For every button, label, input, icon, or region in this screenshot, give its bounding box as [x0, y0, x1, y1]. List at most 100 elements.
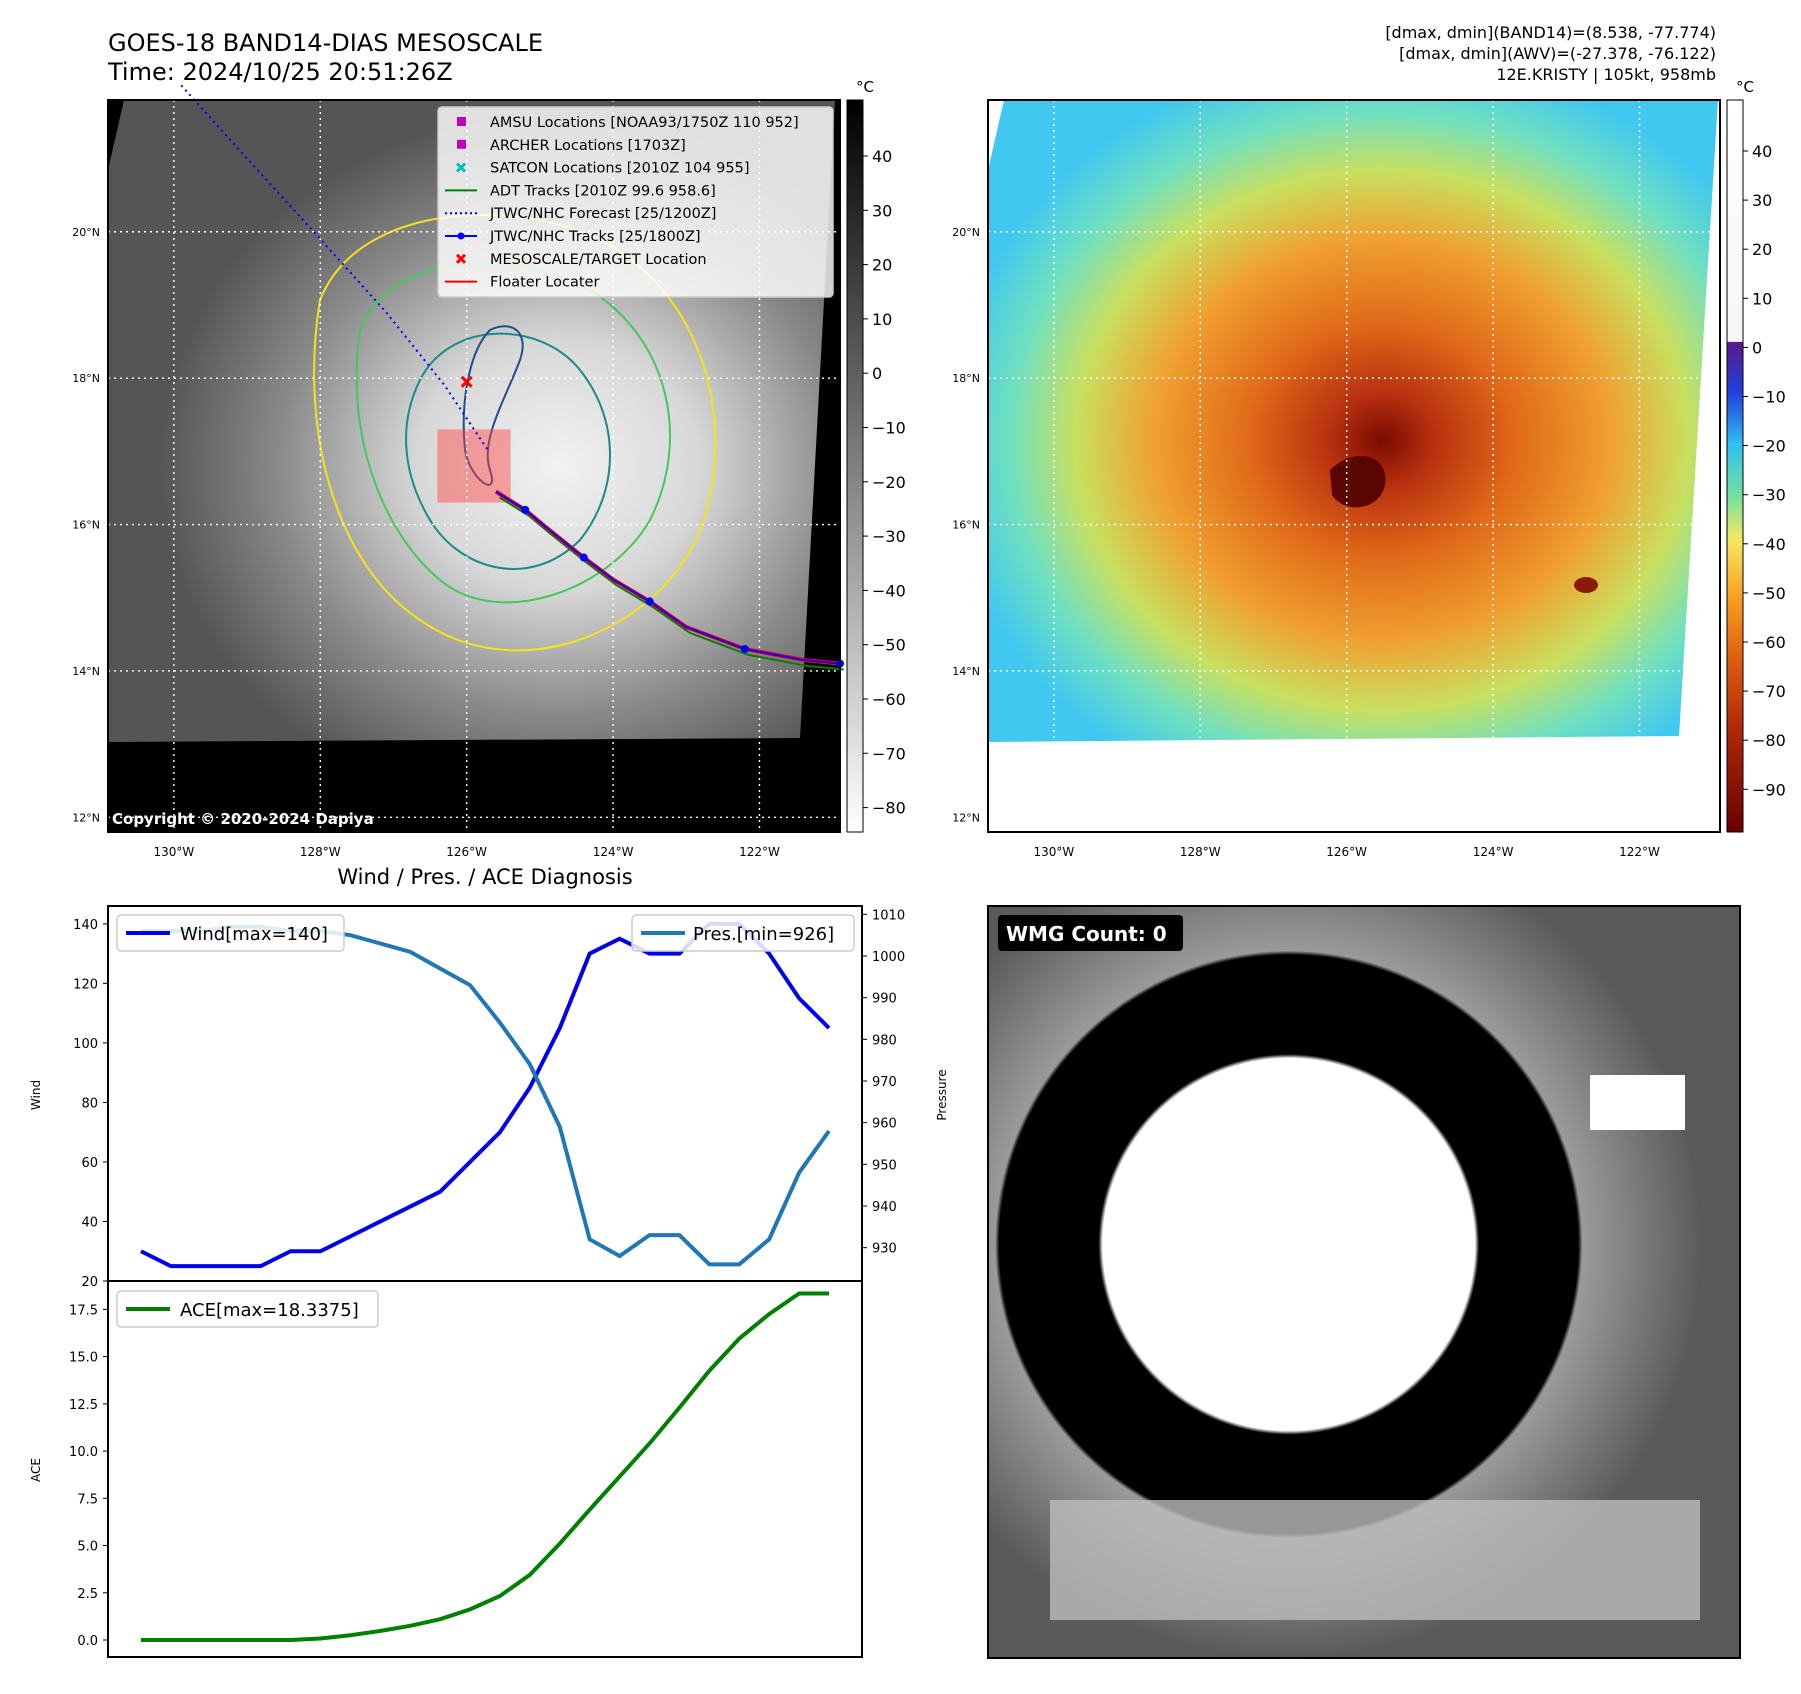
wmg-label-box	[998, 915, 1183, 951]
legend-label: Floater Locater	[490, 275, 599, 291]
colorbar-tick-label: −60	[872, 690, 906, 709]
lon-tick-label: 124°W	[1473, 845, 1514, 859]
colorbar-tick-label: 30	[1752, 191, 1772, 210]
legend-label: ARCHER Locations [1703Z]	[490, 138, 686, 154]
awv-image-swath	[988, 100, 1718, 742]
colorbar-tick-label: 10	[1752, 289, 1772, 308]
ace-tick-label: 2.5	[77, 1587, 98, 1602]
legend-label: AMSU Locations [NOAA93/1750Z 110 952]	[490, 115, 799, 131]
floater-box	[437, 429, 511, 503]
ace-tick-label: 0.0	[77, 1634, 98, 1649]
colorbar-tick-label: −70	[872, 744, 906, 763]
lon-tick-label: 126°W	[1326, 845, 1367, 859]
legend-entry: ARCHER Locations [1703Z]	[457, 138, 686, 154]
wmg-count-label: WMG Count: 0	[1006, 922, 1167, 946]
legend-entry: AMSU Locations [NOAA93/1750Z 110 952]	[457, 115, 799, 131]
mesoscale-target-marker	[460, 375, 473, 388]
page-title: GOES-18 BAND14-DIAS MESOSCALE	[108, 29, 543, 57]
awv-map-frame	[987, 99, 1721, 833]
adt-track-line	[499, 496, 844, 671]
pressure-tick-label: 980	[872, 1033, 897, 1048]
ir-colorbar-unit: °C	[856, 78, 874, 96]
awv-colorbar: °C 40 30 20 10 0 −10 −20 −30 −40 −50 −60 −70 −80 −90	[1726, 78, 1786, 833]
legend-label: JTWC/NHC Tracks [25/1800Z]	[489, 229, 701, 245]
pressure-tick-label: 970	[872, 1075, 897, 1090]
ir-colorbar: °C 40 30 20 10 0 −10 −20 −30 −40 −50 −60 −70 −80	[846, 78, 906, 833]
colorbar-tick-label: −30	[872, 527, 906, 546]
ace-legend-box	[116, 1290, 379, 1328]
wind-tick-label: 120	[73, 977, 98, 992]
wind-pressure-frame	[107, 905, 863, 1282]
awv-gridlines: 20°N 18°N 16°N 14°N 12°N 130°W 128°W 126°W 124°W…	[952, 100, 1720, 859]
ir-map-panel: 20°N 18°N 16°N 14°N 12°N 130°W 128°W 126°W 124°W…	[72, 84, 844, 859]
colorbar-tick-label: −70	[1752, 682, 1786, 701]
ace-tick-label: 17.5	[69, 1303, 98, 1318]
pressure-tick-label: 990	[872, 992, 897, 1007]
legend-entry: ADT Tracks [2010Z 99.6 958.6]	[445, 183, 716, 199]
ace-chart: 17.5 15.0 12.5 10.0 7.5 5.0 2.5 0.0 ACE ACE[max…	[29, 1280, 863, 1658]
lon-tick-label: 126°W	[446, 845, 487, 859]
wmg-lower-band	[1050, 1500, 1700, 1620]
colorbar-tick-label: 0	[872, 364, 882, 383]
lat-tick-label: 12°N	[952, 811, 980, 824]
legend-x-marker	[455, 253, 467, 264]
wind-tick-label: 20	[81, 1275, 98, 1290]
ace-tick-label: 15.0	[69, 1351, 98, 1366]
wind-tick-label: 80	[81, 1096, 98, 1111]
colorbar-tick-label: 20	[872, 256, 892, 275]
lat-tick-label: 20°N	[72, 226, 100, 239]
ace-legend: ACE[max=18.3375]	[116, 1290, 379, 1328]
ace-tick-label: 10.0	[69, 1445, 98, 1460]
info-band14-range: [dmax, dmin](BAND14)=(8.538, -77.774)	[1385, 23, 1716, 42]
lat-tick-label: 12°N	[72, 811, 100, 824]
pressure-tick-label: 940	[872, 1200, 897, 1215]
lat-tick-label: 18°N	[952, 372, 980, 385]
colorbar-tick-label: −20	[1752, 437, 1786, 456]
colorbar-tick-label: −50	[1752, 584, 1786, 603]
wind-legend: Wind[max=140]	[116, 914, 345, 952]
lat-tick-label: 18°N	[72, 372, 100, 385]
ir-cold-contour-inner	[405, 332, 611, 570]
wind-pressure-chart: 140 120 100 80 60 40 20 1010 1000 990 980 970 960 95…	[29, 905, 949, 1290]
legend-entry: SATCON Locations [2010Z 104 955]	[455, 161, 749, 177]
colorbar-tick-label: −50	[872, 636, 906, 655]
ace-tick-label: 7.5	[77, 1492, 98, 1507]
pressure-tick-label: 960	[872, 1117, 897, 1132]
colorbar-tick-label: 40	[1752, 142, 1772, 161]
colorbar-tick-label: 40	[872, 147, 892, 166]
pressure-series-line	[141, 924, 831, 1267]
colorbar-tick-label: −60	[1752, 633, 1786, 652]
legend-x-marker	[455, 162, 467, 173]
awv-cell-feature	[1574, 577, 1598, 593]
awv-colorbar-bar	[1726, 99, 1744, 833]
ace-tick-label: 12.5	[69, 1398, 98, 1413]
page-subtitle-time: Time: 2024/10/25 20:51:26Z	[107, 58, 453, 86]
wind-axis-label: Wind	[29, 1080, 43, 1110]
awv-colorbar-unit: °C	[1736, 78, 1754, 96]
colorbar-tick-label: −40	[872, 581, 906, 600]
wmg-panel: WMG Count: 0	[987, 905, 1741, 1659]
wind-legend-box	[116, 914, 345, 952]
legend-entry: MESOSCALE/TARGET Location	[455, 252, 707, 268]
wind-tick-label: 60	[81, 1156, 98, 1171]
ir-map-frame	[107, 99, 841, 833]
pressure-axis-label: Pressure	[935, 1069, 949, 1120]
lon-tick-label: 128°W	[1180, 845, 1221, 859]
ace-series-line	[141, 1291, 829, 1642]
legend-square-marker	[457, 117, 466, 126]
ace-legend-label: ACE[max=18.3375]	[180, 1300, 359, 1321]
legend-label: SATCON Locations [2010Z 104 955]	[490, 161, 749, 177]
legend-label: ADT Tracks [2010Z 99.6 958.6]	[490, 183, 716, 199]
lon-tick-label: 122°W	[1619, 845, 1660, 859]
info-storm-intensity: 12E.KRISTY | 105kt, 958mb	[1496, 65, 1716, 84]
ace-tick-label: 5.0	[77, 1540, 98, 1555]
lon-tick-label: 130°W	[1033, 845, 1074, 859]
pressure-tick-label: 950	[872, 1158, 897, 1173]
pressure-legend-box	[631, 914, 855, 952]
pressure-tick-label: 1010	[872, 908, 905, 923]
ace-frame	[107, 1280, 863, 1658]
track-point	[645, 597, 654, 606]
jtwc-track-points	[521, 505, 844, 668]
colorbar-tick-label: −30	[1752, 486, 1786, 505]
